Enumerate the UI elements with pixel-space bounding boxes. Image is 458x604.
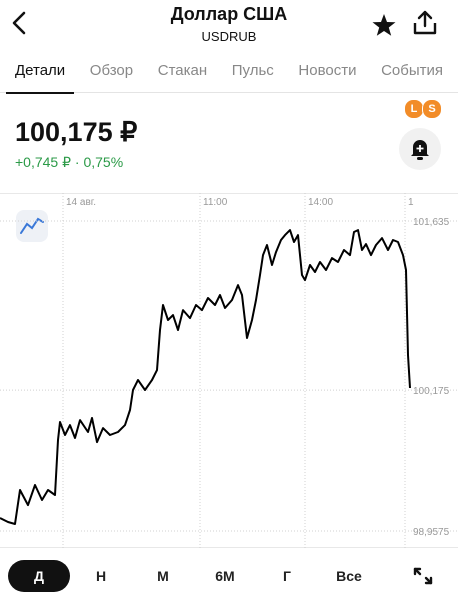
y-tick-label: 100,175 <box>413 386 450 397</box>
favorite-button[interactable] <box>371 12 397 38</box>
tab[interactable]: Новости <box>298 62 357 79</box>
badge-letter: S <box>422 99 442 119</box>
subtitle: USDRUB <box>201 29 257 44</box>
period-button[interactable]: М <box>157 568 169 584</box>
period-button[interactable]: Д <box>8 560 70 592</box>
period-button[interactable]: 6М <box>215 568 235 584</box>
tab[interactable]: Детали <box>6 56 75 94</box>
tab[interactable]: Стакан <box>157 62 208 79</box>
x-tick-label: 11:00 <box>203 197 228 208</box>
price-line <box>0 229 411 525</box>
price: 100,175 ₽ <box>15 117 138 147</box>
chart-type-button[interactable] <box>16 210 48 242</box>
share-button[interactable] <box>412 9 438 37</box>
x-tick-label: 14 авг. <box>66 197 96 208</box>
y-tick-label: 98,9575 <box>413 527 450 538</box>
back-button[interactable] <box>10 10 28 36</box>
badge-letter: L <box>404 99 424 119</box>
x-tick-label: 1 <box>408 197 414 208</box>
period-button[interactable]: Н <box>95 568 107 584</box>
y-tick-label: 101,635 <box>413 217 450 228</box>
alert-button[interactable] <box>398 127 442 171</box>
tab[interactable]: Пульс <box>231 62 274 79</box>
tab[interactable]: События <box>381 62 443 79</box>
tab[interactable]: Обзор <box>89 62 134 79</box>
chart-type-icon <box>20 217 44 234</box>
title: Доллар США <box>170 4 288 24</box>
period-bar: Д Н М 6М Г Все <box>8 560 380 592</box>
period-button[interactable]: Все <box>336 568 362 584</box>
tab-bar: Детали Обзор Стакан Пульс Новости События <box>0 56 458 94</box>
chart: 14 авг. 11:00 14:00 1 101,635 100,175 98,9575 <box>0 193 458 548</box>
x-tick-label: 14:00 <box>308 197 333 208</box>
expand-button[interactable] <box>406 561 440 591</box>
period-button[interactable]: Г <box>283 568 291 584</box>
price-change: +0,745 ₽ · 0,75% <box>15 154 124 170</box>
